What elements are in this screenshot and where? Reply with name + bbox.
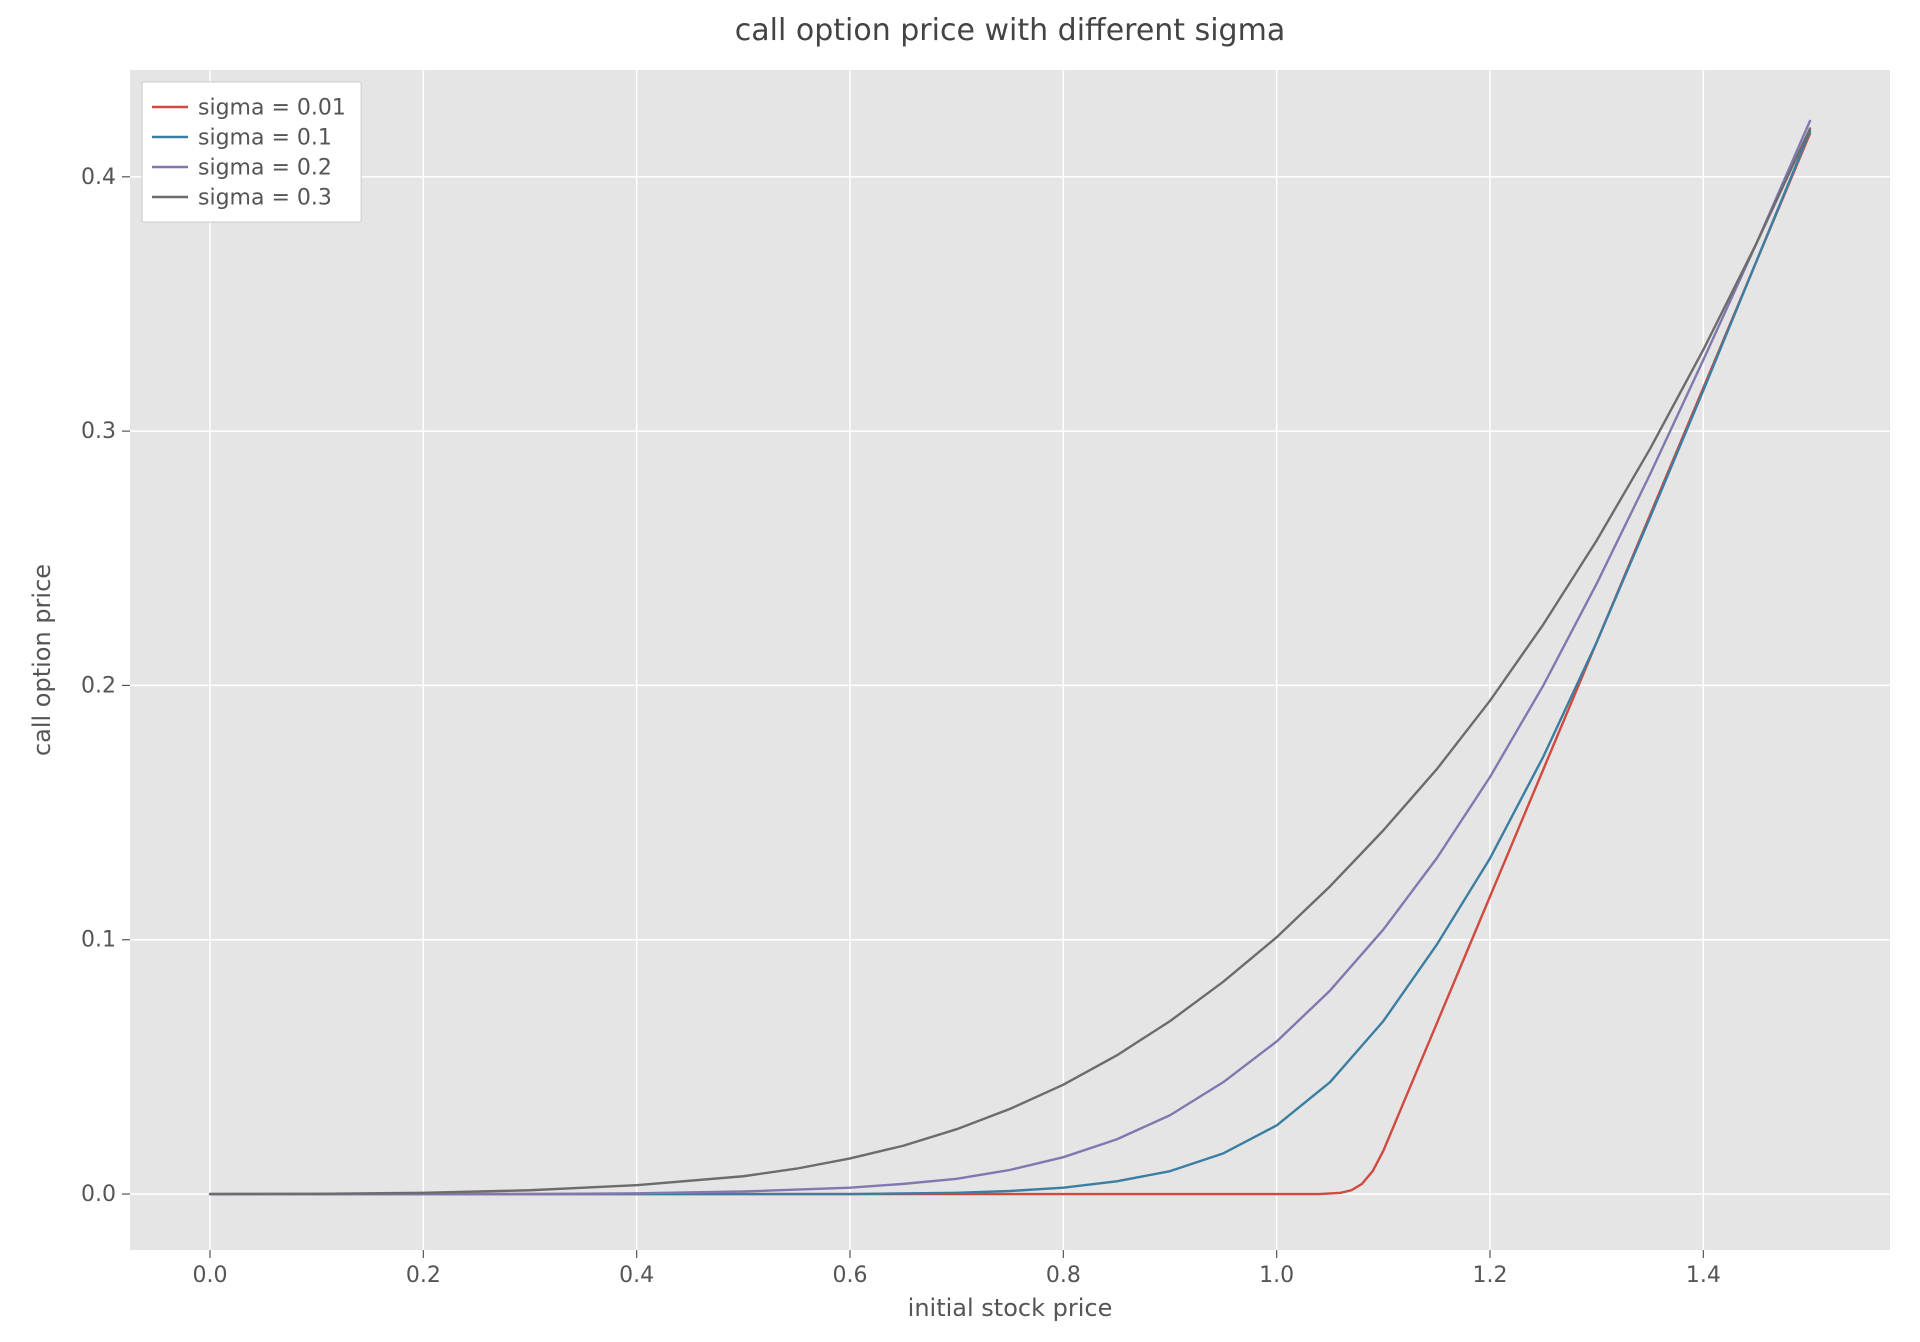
y-tick-label: 0.4 [81,165,116,190]
x-tick-label: 1.2 [1473,1263,1508,1288]
y-tick-label: 0.3 [81,419,116,444]
x-tick-label: 0.4 [619,1263,654,1288]
y-tick-label: 0.1 [81,928,116,953]
legend: sigma = 0.01 sigma = 0.1 sigma = 0.2 sigma … [142,82,361,222]
y-tick-label: 0.2 [81,673,116,698]
x-axis-label: initial stock price [908,1294,1113,1322]
legend-label-3: sigma = 0.3 [198,186,332,211]
legend-label-1: sigma = 0.1 [198,126,332,151]
plot-area [130,70,1890,1250]
x-tick-label: 0.2 [406,1263,441,1288]
x-tick-label: 0.6 [833,1263,868,1288]
y-axis-label: call option price [28,564,56,756]
chart-container: 0.0 0.2 0.4 0.6 0.8 1.0 1.2 1.4 0.0 0.1 0.2 0.3 0.4 i… [0,0,1920,1342]
legend-label-0: sigma = 0.01 [198,96,346,121]
x-tick-label: 1.0 [1259,1263,1294,1288]
chart-title: call option price with different sigma [735,13,1285,48]
x-tick-label: 0.8 [1046,1263,1081,1288]
legend-label-2: sigma = 0.2 [198,156,332,181]
x-tick-label: 0.0 [193,1263,228,1288]
chart-svg: 0.0 0.2 0.4 0.6 0.8 1.0 1.2 1.4 0.0 0.1 0.2 0.3 0.4 i… [0,0,1920,1342]
x-tick-label: 1.4 [1686,1263,1721,1288]
y-tick-label: 0.0 [81,1182,116,1207]
